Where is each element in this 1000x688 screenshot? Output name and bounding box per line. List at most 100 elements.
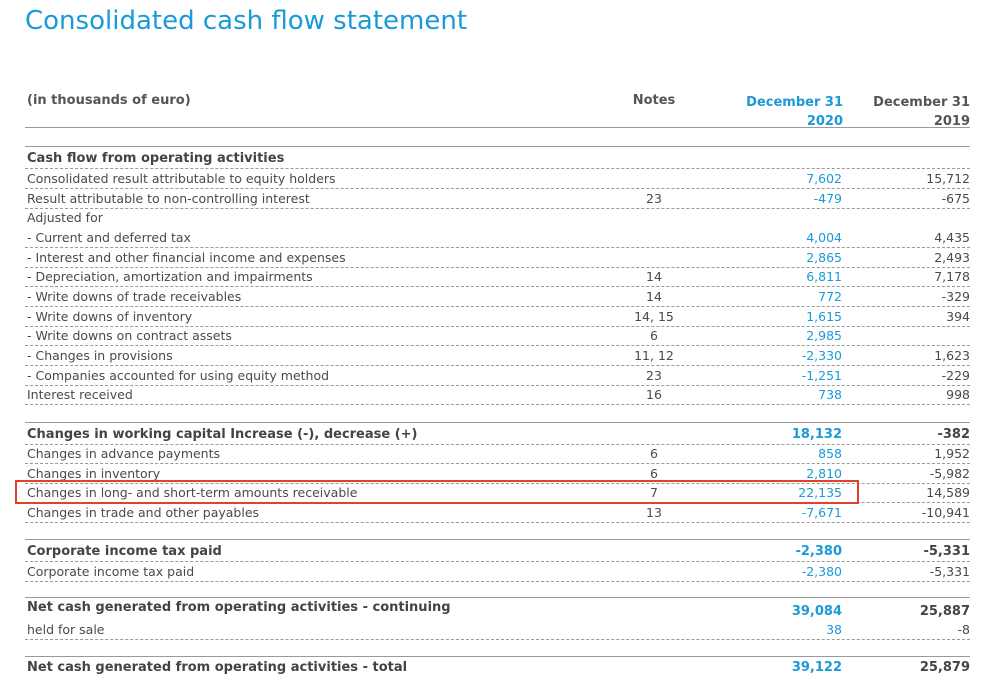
row-value-2019: 1,952	[934, 446, 970, 461]
section-divider	[25, 539, 970, 540]
table-row: - Write downs of trade receivables 14 77…	[25, 287, 970, 307]
row-value-2019: 998	[946, 387, 970, 402]
row-value-2019: -382	[937, 427, 970, 442]
row-label: - Changes in provisions	[27, 348, 173, 363]
row-value-2019: -229	[941, 368, 970, 383]
column-header-2020-date: December 31	[746, 95, 843, 110]
row-value-2019: 1,623	[934, 348, 970, 363]
row-label: held for sale	[27, 622, 105, 637]
row-label: Corporate income tax paid	[27, 564, 195, 579]
row-label: Consolidated result attributable to equi…	[27, 171, 336, 186]
row-value-2020: -7,671	[801, 505, 842, 520]
row-note: 11, 12	[634, 348, 674, 363]
row-label: Changes in advance payments	[27, 446, 221, 461]
row-value-2020: 39,084	[791, 604, 842, 619]
table-row: - Changes in provisions 11, 12 -2,330 1,…	[25, 346, 970, 366]
row-label: Changes in working capital Increase (-),…	[27, 427, 418, 442]
table-row: Changes in trade and other payables 13 -…	[25, 503, 970, 523]
row-value-2020: 38	[826, 622, 842, 637]
row-value-2020: -1,251	[801, 368, 842, 383]
row-value-2020: -2,330	[801, 348, 842, 363]
row-value-2019: -675	[941, 191, 970, 206]
table-row: Changes in working capital Increase (-),…	[25, 425, 970, 445]
row-note: 13	[646, 505, 662, 520]
row-note: 14	[646, 289, 662, 304]
table-row: Corporate income tax paid -2,380 -5,331	[25, 542, 970, 562]
row-note: 7	[650, 485, 658, 500]
row-value-2020: 1,615	[806, 309, 842, 324]
page-title: Consolidated cash flow statement	[25, 6, 468, 36]
table-row: Changes in advance payments 6 858 1,952	[25, 444, 970, 464]
row-label: Cash flow from operating activities	[27, 151, 285, 166]
row-note: 23	[646, 191, 662, 206]
table-row: - Current and deferred tax 4,004 4,435	[25, 228, 970, 248]
row-value-2019: 7,178	[934, 269, 970, 284]
row-value-2020: 858	[818, 446, 842, 461]
row-label: - Current and deferred tax	[27, 230, 191, 245]
row-label: Interest received	[27, 387, 133, 402]
row-note: 6	[650, 466, 658, 481]
column-header-2019-year: 2019	[933, 114, 970, 129]
notes-column-header: Notes	[632, 93, 676, 108]
column-header-2020: December 31 2020	[746, 93, 843, 131]
row-value-2020: 6,811	[806, 269, 842, 284]
table-row: - Write downs on contract assets 6 2,985	[25, 326, 970, 346]
row-value-2019: -8	[957, 622, 970, 637]
section-divider	[25, 422, 970, 423]
row-value-2020: -479	[813, 191, 842, 206]
row-value-2019: 2,493	[934, 250, 970, 265]
column-header-2020-year: 2020	[806, 114, 843, 129]
table-row: Interest received 16 738 998	[25, 385, 970, 405]
row-value-2020: 22,135	[798, 485, 842, 500]
row-value-2020: 39,122	[791, 660, 842, 675]
row-value-2020: 2,865	[806, 250, 842, 265]
row-label: Changes in trade and other payables	[27, 505, 260, 520]
row-value-2019: 25,879	[919, 660, 970, 675]
table-row: - Write downs of inventory 14, 15 1,615 …	[25, 307, 970, 327]
table-row: Result attributable to non-controlling i…	[25, 189, 970, 209]
table-row: Changes in inventory 6 2,810 -5,982	[25, 464, 970, 484]
row-label: - Write downs of trade receivables	[27, 289, 242, 304]
row-value-2019: -329	[941, 289, 970, 304]
row-label: - Write downs on contract assets	[27, 328, 232, 343]
row-value-2019: 394	[946, 309, 970, 324]
table-row: - Companies accounted for using equity m…	[25, 366, 970, 386]
section-divider	[25, 146, 970, 147]
row-value-2020: 4,004	[806, 230, 842, 245]
table-row: Net cash generated from operating activi…	[25, 598, 970, 619]
row-note: 14, 15	[634, 309, 674, 324]
table-row: - Interest and other financial income an…	[25, 248, 970, 268]
row-note: 6	[650, 446, 658, 461]
row-value-2020: 738	[818, 387, 842, 402]
table-row: - Depreciation, amortization and impairm…	[25, 267, 970, 287]
row-value-2019: 14,589	[926, 485, 970, 500]
row-label: - Companies accounted for using equity m…	[27, 368, 330, 383]
table-row: Adjusted for	[25, 208, 970, 227]
row-label: Changes in long- and short-term amounts …	[27, 485, 358, 500]
column-header-2019: December 31 2019	[873, 93, 970, 131]
row-value-2020: 7,602	[806, 171, 842, 186]
section-divider	[25, 656, 970, 657]
row-value-2020: -2,380	[795, 544, 842, 559]
row-value-2019: 4,435	[934, 230, 970, 245]
row-label: Net cash generated from operating activi…	[27, 660, 408, 675]
row-value-2019: -5,331	[923, 544, 970, 559]
row-value-2020: 2,810	[806, 466, 842, 481]
table-row: Net cash generated from operating activi…	[25, 658, 970, 677]
row-label: - Write downs of inventory	[27, 309, 193, 324]
row-label: Net cash generated from operating activi…	[27, 600, 451, 615]
row-value-2019: -5,331	[929, 564, 970, 579]
row-label: Result attributable to non-controlling i…	[27, 191, 310, 206]
column-header-2019-date: December 31	[873, 95, 970, 110]
row-label: Corporate income tax paid	[27, 544, 222, 559]
table-row: held for sale 38 -8	[25, 620, 970, 640]
header-divider	[25, 127, 970, 128]
row-value-2020: 2,985	[806, 328, 842, 343]
section-divider	[25, 597, 970, 598]
row-label: Adjusted for	[27, 210, 103, 225]
table-row: Consolidated result attributable to equi…	[25, 169, 970, 189]
row-note: 23	[646, 368, 662, 383]
row-label: Changes in inventory	[27, 466, 161, 481]
unit-label: (in thousands of euro)	[27, 93, 191, 108]
row-value-2020: 772	[818, 289, 842, 304]
